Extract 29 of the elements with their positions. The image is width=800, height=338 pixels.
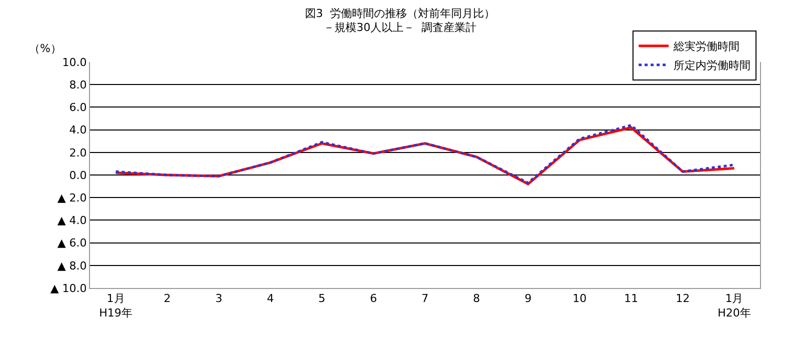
- y-tick-label: ▲ 6.0: [57, 236, 87, 250]
- legend-label: 所定内労働時間: [674, 59, 751, 72]
- y-tick-label: ▲ 2.0: [57, 191, 87, 204]
- y-tick-label: ▲ 10.0: [50, 282, 87, 295]
- legend-label: 総実労働時間: [672, 40, 740, 54]
- x-tick-label: 7: [422, 292, 428, 306]
- chart-title: 図3 労働時間の推移（対前年同月比）: [305, 6, 495, 20]
- y-tick-label: 10.0: [62, 56, 87, 69]
- y-tick-label: 4.0: [69, 124, 87, 137]
- y-tick-label: ▲ 4.0: [57, 214, 87, 228]
- x-tick-label: 10: [572, 292, 587, 306]
- y-tick-label: 0.0: [69, 168, 87, 182]
- x-tick-label: 4: [266, 292, 274, 306]
- x-tick-label: 5: [318, 292, 326, 306]
- x-tick-label: 12: [676, 292, 690, 306]
- x-tick-label: 11: [624, 292, 638, 306]
- chart-subtitle: －規模30人以上－ 調査産業計: [324, 21, 476, 34]
- y-axis-title: （%）: [29, 42, 62, 55]
- y-tick-label: 8.0: [69, 78, 87, 92]
- x-tick-label: 3: [215, 292, 222, 306]
- x-tick-label: 1月 H20年: [718, 292, 751, 320]
- y-tick-label: 2.0: [69, 146, 87, 160]
- x-tick-label: 8: [473, 292, 480, 306]
- x-tick-label: 6: [370, 292, 377, 306]
- x-tick-label: 1月 H19年: [99, 292, 132, 320]
- y-tick-label: 6.0: [69, 101, 87, 114]
- x-tick-label: 9: [524, 292, 532, 306]
- y-tick-label: ▲ 8.0: [57, 259, 87, 272]
- x-tick-label: 2: [164, 292, 171, 306]
